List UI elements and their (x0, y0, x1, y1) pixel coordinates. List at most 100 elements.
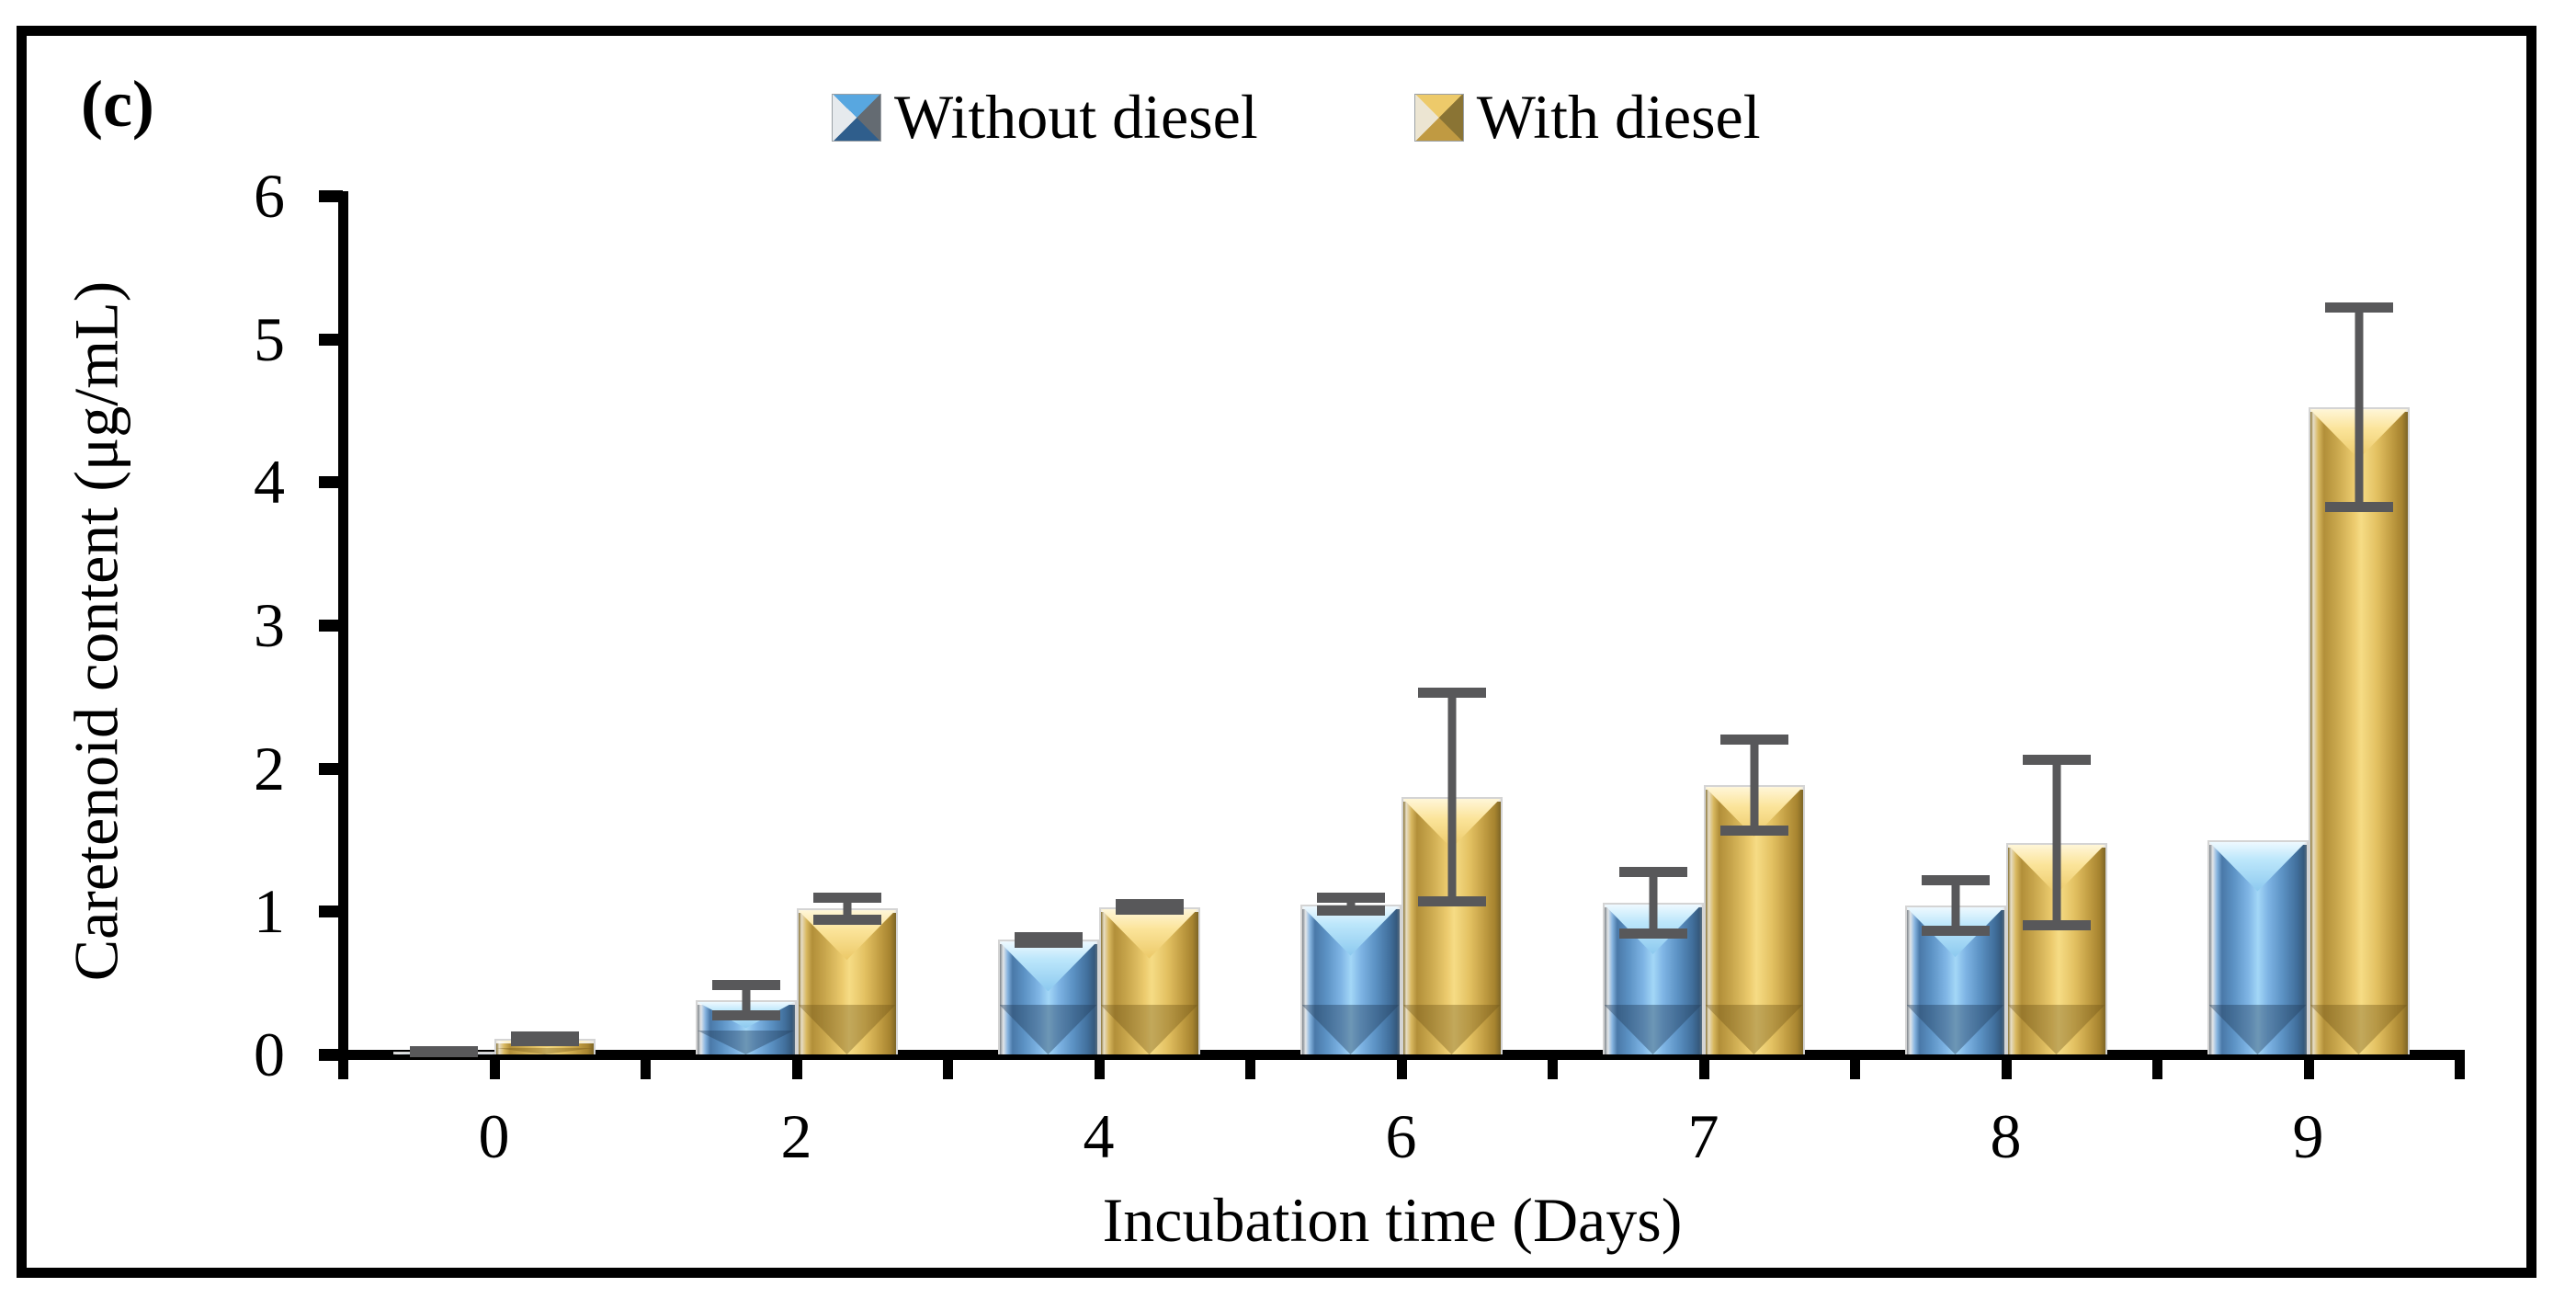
error-bar-part (1618, 928, 1687, 940)
error-bar-part (812, 892, 881, 903)
figure-border (17, 26, 2536, 1278)
error-bar-part (1921, 926, 1990, 937)
error-bar-part (1447, 689, 1456, 905)
x-tick (1548, 1050, 1558, 1079)
error-bar-part (1750, 736, 1758, 835)
x-axis-line (322, 1050, 2463, 1060)
legend-label-without-diesel: Without diesel (894, 82, 1258, 152)
error-bar-part (2324, 302, 2393, 313)
error-bar-without-diesel-day-8 (1921, 874, 1990, 937)
error-bar-part (843, 894, 851, 923)
error-bar-part (2355, 304, 2363, 511)
error-bar-with-diesel-day-9 (2324, 302, 2393, 513)
x-tick (2001, 1050, 2012, 1079)
error-bar-part (1115, 904, 1184, 915)
error-bar-part (2324, 502, 2393, 513)
x-tick (1396, 1050, 1407, 1079)
bar-without-diesel-day-6 (1299, 904, 1401, 1054)
y-tick-label: 0 (254, 1020, 285, 1089)
error-bar-with-diesel-day-0 (510, 1031, 579, 1047)
error-bar-part (711, 979, 780, 990)
legend-item-without-diesel: Without diesel (832, 81, 1258, 154)
bar-with-diesel-day-4 (1098, 906, 1200, 1054)
error-bar-part (1417, 688, 1486, 699)
x-tick (1850, 1050, 1860, 1079)
error-bar-part (1316, 892, 1385, 903)
x-tick (1698, 1050, 1709, 1079)
error-bar-part (1014, 937, 1083, 948)
error-bar-with-diesel-day-2 (812, 892, 881, 925)
error-bar-part (2052, 757, 2060, 928)
error-bar-part (1719, 826, 1788, 837)
y-tick (319, 906, 343, 918)
y-tick-label: 4 (254, 447, 285, 518)
error-bar-with-diesel-day-6 (1417, 688, 1486, 906)
x-tick (2152, 1050, 2162, 1079)
error-bar-part (1346, 894, 1355, 915)
error-bar-part (742, 981, 750, 1020)
error-bar-without-diesel-day-6 (1316, 892, 1385, 917)
error-bar-part (1921, 874, 1990, 885)
x-category-label: 0 (478, 1101, 510, 1171)
x-tick (2303, 1050, 2314, 1079)
error-bar-part (1719, 735, 1788, 746)
bar-with-diesel-day-9 (2308, 407, 2410, 1054)
y-tick (319, 620, 343, 632)
panel-label: (c) (81, 67, 154, 141)
x-category-label: 4 (1083, 1101, 1115, 1171)
legend: Without diesel With diesel (832, 81, 1761, 154)
bar-with-diesel-day-2 (796, 908, 898, 1054)
y-tick (319, 190, 343, 202)
x-tick (943, 1050, 953, 1079)
legend-item-with-diesel: With diesel (1413, 81, 1761, 154)
x-tick (338, 1050, 348, 1079)
error-bar-without-diesel-day-7 (1618, 866, 1687, 940)
legend-key-without-diesel-icon (832, 93, 881, 142)
error-bar-without-diesel-day-2 (711, 979, 780, 1021)
x-category-label: 8 (1990, 1101, 2022, 1171)
y-tick-label: 2 (254, 733, 285, 803)
x-category-label: 7 (1687, 1101, 1719, 1171)
error-bar-part (510, 1036, 579, 1047)
x-tick (1094, 1050, 1105, 1079)
error-bar-part (1417, 895, 1486, 906)
x-category-label: 6 (1385, 1101, 1417, 1171)
error-bar-part (409, 1045, 478, 1056)
error-bar-part (1951, 876, 1959, 935)
x-category-label: 2 (780, 1101, 812, 1171)
error-bar-without-diesel-day-0 (409, 1045, 478, 1057)
error-bar-part (2022, 755, 2091, 766)
bar-without-diesel-day-4 (997, 940, 1099, 1054)
error-bar-part (1649, 868, 1657, 938)
error-bar-part (2022, 920, 2091, 930)
y-tick (319, 476, 343, 489)
legend-key-with-diesel-icon (1413, 93, 1464, 142)
error-bar-without-diesel-day-4 (1014, 932, 1083, 948)
error-bar-part (812, 914, 881, 925)
bar-without-diesel-day-9 (2207, 839, 2309, 1054)
x-tick (489, 1050, 500, 1079)
x-tick (1245, 1050, 1255, 1079)
x-tick (791, 1050, 802, 1079)
y-tick-label: 5 (254, 303, 285, 374)
y-tick-label: 3 (254, 590, 285, 660)
y-tick (319, 1049, 343, 1061)
x-category-label: 9 (2292, 1101, 2324, 1171)
error-bar-with-diesel-day-4 (1115, 899, 1184, 915)
y-tick-label: 6 (254, 161, 285, 231)
x-axis-title: Incubation time (Days) (1102, 1185, 1683, 1255)
y-tick (319, 333, 343, 346)
legend-label-with-diesel: With diesel (1476, 82, 1761, 152)
error-bar-part (1316, 906, 1385, 917)
error-bar-with-diesel-day-8 (2022, 755, 2091, 930)
x-tick (641, 1050, 651, 1079)
y-tick-label: 1 (254, 876, 285, 947)
error-bar-with-diesel-day-7 (1719, 735, 1788, 837)
error-bar-part (711, 1010, 780, 1021)
error-bar-part (1618, 866, 1687, 877)
y-axis-line (338, 191, 348, 1079)
y-tick (319, 762, 343, 775)
x-tick (2455, 1050, 2465, 1079)
